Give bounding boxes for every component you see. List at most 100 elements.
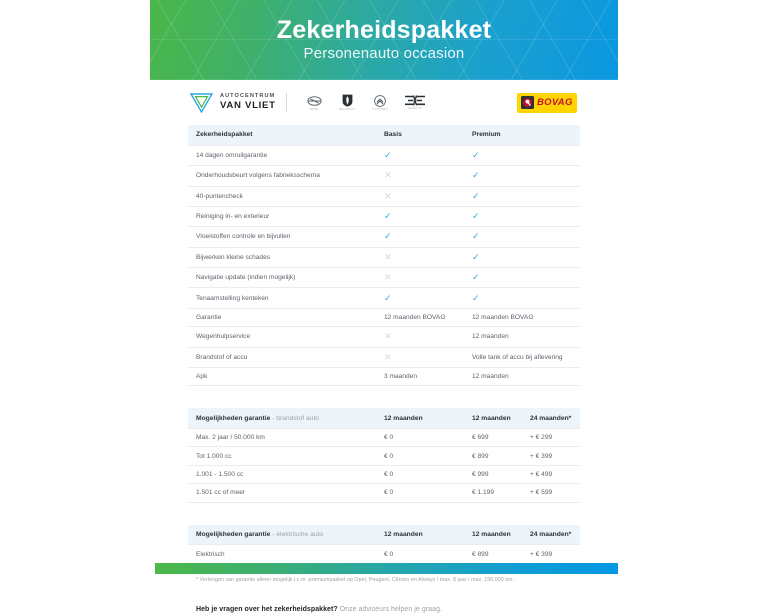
basis-cell: ✕ (376, 165, 464, 187)
header-main: Mogelijkheden garantie (196, 414, 271, 422)
cta-answer: Onze adviseurs helpen je graag. (337, 605, 443, 613)
basis-cell: ✕ (376, 247, 464, 269)
premium-cell: Volle tank of accu bij aflevering (464, 347, 580, 368)
col-header-24m: 24 maanden* (522, 524, 580, 546)
dealer-name-line1: AUTOCENTRUM (220, 93, 276, 100)
opel-logo-icon (307, 95, 322, 106)
basis-cell: ✕ (376, 267, 464, 289)
logo-bar: AUTOCENTRUM VAN VLIET OPEL PEUGEOT (150, 80, 618, 125)
price-cell: + € 399 (522, 544, 580, 564)
peugeot-logo: PEUGEOT (339, 94, 356, 111)
table-row: Max. 2 jaar / 50.000 km € 0 € 699 + € 299 (188, 428, 580, 448)
col-header-garantie-brandstof: Mogelijkheden garantie - brandstof auto (188, 408, 376, 430)
always-caption: ALWAYS (408, 107, 422, 110)
premium-cell: 12 maanden (464, 367, 580, 387)
feature-label: Brandstof of accu (188, 347, 376, 368)
basis-cell: ✓ (376, 226, 464, 248)
premium-cell: ✓ (464, 186, 580, 207)
table2-body: Max. 2 jaar / 50.000 km € 0 € 699 + € 299 T… (188, 428, 580, 503)
table-row: Navigatie update (indien mogelijk) ✕ ✓ (188, 267, 580, 289)
premium-cell: ✓ (464, 247, 580, 269)
opel-caption: OPEL (309, 107, 320, 111)
cta-question: Heb je vragen over het zekerheidspakket? (196, 605, 338, 613)
logo-divider (286, 93, 287, 112)
header-main: Mogelijkheden garantie (196, 530, 271, 538)
basis-cell: 3 maanden (376, 367, 464, 387)
check-icon: ✓ (384, 211, 392, 222)
row-label: 1.001 - 1.500 cc (188, 465, 376, 485)
premium-cell: ✓ (464, 226, 580, 248)
table-row: Reiniging in- en exterieur ✓ ✓ (188, 206, 580, 228)
check-icon: ✓ (472, 251, 480, 262)
basis-cell: ✓ (376, 287, 464, 309)
price-cell: + € 399 (522, 446, 580, 466)
col-header-24m: 24 maanden* (522, 408, 580, 430)
check-icon: ✓ (472, 190, 480, 201)
price-cell: € 0 (376, 465, 464, 485)
table-row: Tenaamstelling kenteken ✓ ✓ (188, 287, 580, 309)
peugeot-caption: PEUGEOT (339, 108, 356, 111)
premium-cell: ✓ (464, 206, 580, 228)
table-row: Bijwerken kleine schades ✕ ✓ (188, 247, 580, 269)
row-label: Tot 1.000 cc (188, 446, 376, 466)
check-icon: ✓ (472, 170, 480, 181)
price-cell: € 0 (376, 428, 464, 448)
opel-logo: OPEL (307, 95, 322, 111)
row-label: Max. 2 jaar / 50.000 km (188, 428, 376, 448)
table-row: Apk 3 maanden 12 maanden (188, 367, 580, 387)
table-row: Wegenhulpservice ✕ 12 maanden (188, 326, 580, 348)
cross-icon: ✕ (384, 272, 392, 283)
price-cell: + € 299 (522, 428, 580, 448)
check-icon: ✓ (472, 211, 480, 222)
check-icon: ✓ (472, 149, 480, 160)
table-row: 40-puntencheck ✕ ✓ (188, 186, 580, 207)
price-cell: + € 499 (522, 465, 580, 485)
feature-label: 14 dagen omruilgarantie (188, 145, 376, 167)
page-title: Zekerheidspakket (276, 16, 492, 45)
peugeot-logo-icon (342, 94, 353, 107)
premium-cell: ✓ (464, 165, 580, 187)
premium-cell: ✓ (464, 145, 580, 167)
van-vliet-mark-icon (190, 92, 213, 113)
garantie-elektrisch-table: Mogelijkheden garantie - elektrische aut… (188, 524, 580, 564)
table-row: Garantie 12 maanden BOVAG 12 maanden BOVAG (188, 308, 580, 328)
table-row: Vloeistoffen controle en bijvullen ✓ ✓ (188, 226, 580, 248)
col-header-garantie-elektrisch: Mogelijkheden garantie - elektrische aut… (188, 524, 376, 546)
cross-icon: ✕ (384, 190, 392, 201)
header-sub: - elektrische auto (270, 530, 324, 538)
price-cell: € 0 (376, 446, 464, 466)
cross-icon: ✕ (384, 170, 392, 181)
price-cell: € 0 (376, 483, 464, 503)
bottom-gradient-bar (155, 563, 618, 574)
garantie-brandstof-table: Mogelijkheden garantie - brandstof auto … (188, 408, 580, 503)
citroen-logo: CITROEN (372, 94, 389, 111)
bovag-logo[interactable]: BOVAG (517, 92, 577, 113)
check-icon: ✓ (384, 292, 392, 303)
check-icon: ✓ (472, 272, 480, 283)
check-icon: ✓ (472, 292, 480, 303)
table-row: Tot 1.000 cc € 0 € 899 + € 399 (188, 446, 580, 466)
price-cell: € 699 (464, 428, 522, 448)
table-row: 1.001 - 1.500 cc € 0 € 999 + € 499 (188, 465, 580, 485)
citroen-caption: CITROEN (372, 107, 389, 111)
section-spacer (150, 503, 618, 525)
feature-label: Onderhoudsbeurt volgens fabrieksschema (188, 165, 376, 187)
check-icon: ✓ (384, 149, 392, 160)
price-cell: € 899 (464, 544, 522, 564)
page-subtitle: Personenauto occasion (303, 45, 465, 63)
feature-label: Navigatie update (indien mogelijk) (188, 267, 376, 289)
brand-logos: OPEL PEUGEOT CITROEN (307, 94, 426, 111)
content-sheet: Zekerheidspakket Basis Premium 14 dagen … (150, 125, 618, 613)
table3-body: Elektrisch € 0 € 899 + € 399 (188, 544, 580, 564)
col-header-12m-b: 12 maanden (464, 408, 522, 430)
cross-icon: ✕ (384, 251, 392, 262)
table-header-row: Zekerheidspakket Basis Premium (188, 125, 580, 146)
row-label: Elektrisch (188, 544, 376, 564)
table1-body: 14 dagen omruilgarantie ✓ ✓ Onderhoudsbeur… (188, 145, 580, 387)
table-header-row: Mogelijkheden garantie - elektrische aut… (188, 524, 580, 546)
col-header-feature: Zekerheidspakket (188, 125, 376, 146)
col-header-12m-b: 12 maanden (464, 524, 522, 546)
premium-cell: 12 maanden BOVAG (464, 308, 580, 328)
feature-label: Garantie (188, 308, 376, 328)
dealer-logo[interactable]: AUTOCENTRUM VAN VLIET (190, 92, 276, 113)
